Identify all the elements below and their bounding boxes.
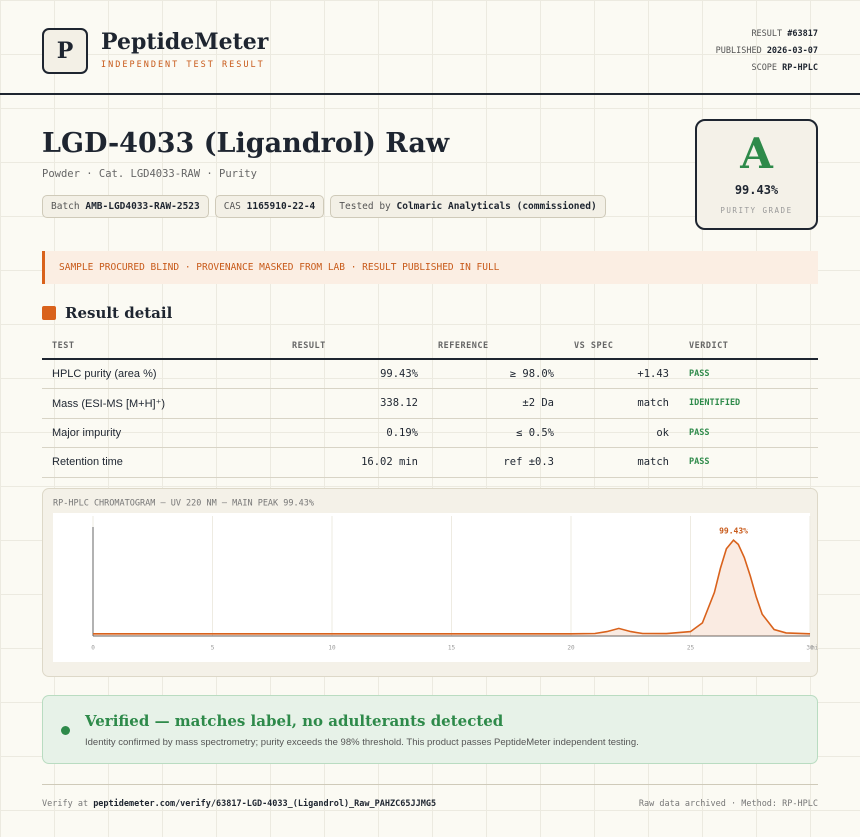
- pills: Batch AMB-LGD4033-RAW-2523 CAS 1165910-22…: [42, 194, 612, 218]
- peak-label: 99.43%: [719, 527, 748, 536]
- verdict-box: Verified — matches label, no adulterants…: [42, 695, 818, 764]
- tagline: INDEPENDENT TEST RESULT: [101, 60, 265, 70]
- x-tick-label: 5: [211, 645, 215, 652]
- cell: 99.43%: [282, 359, 428, 389]
- cell: match: [564, 388, 679, 419]
- cell: Retention time: [42, 447, 282, 478]
- result-table: TEST RESULT REFERENCE VS SPEC VERDICT HPLC pu…: [42, 341, 818, 478]
- meta-value: 2026-03-07: [766, 46, 818, 56]
- x-tick-label: 20: [567, 645, 575, 652]
- cell: +1.43: [564, 359, 679, 389]
- footer-left: Verify at peptidemeter.com/verify/63817-…: [42, 799, 436, 809]
- cell: 0.19%: [282, 418, 428, 448]
- subtitle: Powder · Cat. LGD4033-RAW · Purity: [42, 168, 257, 180]
- table-row: Mass (ESI-MS [M+H]⁺) 338.12 ±2 Da match IDEN…: [42, 388, 818, 419]
- column-header: TEST: [42, 341, 282, 360]
- pill-label: Batch: [51, 201, 80, 212]
- cell: 338.12: [282, 388, 428, 419]
- pill-value: 1165910-22-4: [246, 201, 316, 212]
- rule: [0, 93, 860, 95]
- chromatogram-line: [93, 538, 811, 635]
- cell: ≤ 0.5%: [428, 418, 564, 448]
- cell: ≥ 98.0%: [428, 359, 564, 389]
- chart: RP-HPLC CHROMATOGRAM — UV 220 NM — MAIN …: [53, 499, 818, 662]
- pill: CAS 1165910-22-4: [214, 195, 325, 218]
- pill-label: Tested by: [339, 201, 391, 212]
- cell: IDENTIFIED: [679, 388, 818, 419]
- meta-row: PUBLISHED 2026-03-07: [716, 46, 818, 56]
- pill: Batch AMB-LGD4033-RAW-2523: [42, 195, 209, 218]
- grade-value: 99.43%: [734, 183, 779, 197]
- footer-rule: [42, 784, 818, 785]
- table-row: Major impurity 0.19% ≤ 0.5% ok PASS: [42, 418, 818, 448]
- x-tick-label: 0: [91, 645, 95, 652]
- cell: HPLC purity (area %): [42, 359, 282, 389]
- cell: ±2 Da: [428, 388, 564, 419]
- pill-value: Colmaric Analyticals (commissioned): [396, 201, 597, 212]
- table-row: Retention time 16.02 min ref ±0.3 match PASS: [42, 447, 818, 478]
- cell: PASS: [679, 359, 818, 389]
- section-title: Result detail: [65, 304, 173, 322]
- product-title: LGD-4033 (Ligandrol) Raw: [42, 128, 450, 159]
- peak-area: [93, 540, 810, 636]
- pill-value: AMB-LGD4033-RAW-2523: [85, 201, 200, 212]
- cell: Mass (ESI-MS [M+H]⁺): [42, 388, 282, 419]
- x-tick-label: 15: [448, 645, 456, 652]
- plot-bg: [53, 513, 810, 662]
- meta-label: RESULT: [751, 29, 783, 39]
- x-tick-label: 30: [806, 645, 814, 652]
- brand: PeptideMeter: [101, 29, 269, 55]
- verify-label: Verify at: [42, 799, 89, 809]
- chart-title: RP-HPLC CHROMATOGRAM — UV 220 NM — MAIN …: [53, 499, 314, 509]
- grade-box: A 99.43% PURITY GRADE: [695, 119, 818, 230]
- grade-label: PURITY GRADE: [720, 206, 793, 215]
- pill-label: CAS: [223, 201, 241, 212]
- meta-row: SCOPE RP-HPLC: [751, 63, 818, 73]
- column-header: VERDICT: [679, 341, 818, 360]
- table-row: HPLC purity (area %) 99.43% ≥ 98.0% +1.43 PA…: [42, 359, 818, 389]
- grade-letter: A: [740, 129, 773, 178]
- x-axis-label: min: [811, 645, 818, 652]
- cell: PASS: [679, 418, 818, 448]
- meta-value: RP-HPLC: [782, 63, 818, 73]
- verify-url: peptidemeter.com/verify/63817-LGD-4033_(…: [93, 799, 437, 809]
- logo: P: [42, 28, 88, 74]
- x-tick-label: 25: [687, 645, 695, 652]
- cell: match: [564, 447, 679, 478]
- meta-label: SCOPE: [751, 63, 778, 73]
- cell: Major impurity: [42, 418, 282, 448]
- pill: Tested by Colmaric Analyticals (commissi…: [330, 195, 606, 218]
- verdict-text: Identity confirmed by mass spectrometry;…: [85, 737, 639, 748]
- section-icon: [42, 306, 56, 320]
- column-header: RESULT: [282, 341, 428, 360]
- column-header: VS SPEC: [564, 341, 679, 360]
- cell: ok: [564, 418, 679, 448]
- column-header: REFERENCE: [428, 341, 564, 360]
- cell: 16.02 min: [282, 447, 428, 478]
- cell: ref ±0.3: [428, 447, 564, 478]
- meta-value: #63817: [787, 29, 818, 39]
- meta-row: RESULT #63817: [751, 29, 818, 39]
- verdict-dot: [61, 726, 70, 735]
- cell: PASS: [679, 447, 818, 478]
- verdict-title: Verified — matches label, no adulterants…: [85, 712, 504, 730]
- footer-right: Raw data archived · Method: RP-HPLC: [638, 799, 818, 809]
- x-tick-label: 10: [328, 645, 336, 652]
- banner: SAMPLE PROCURED BLIND · PROVENANCE MASKE…: [42, 251, 818, 284]
- meta-label: PUBLISHED: [715, 46, 762, 56]
